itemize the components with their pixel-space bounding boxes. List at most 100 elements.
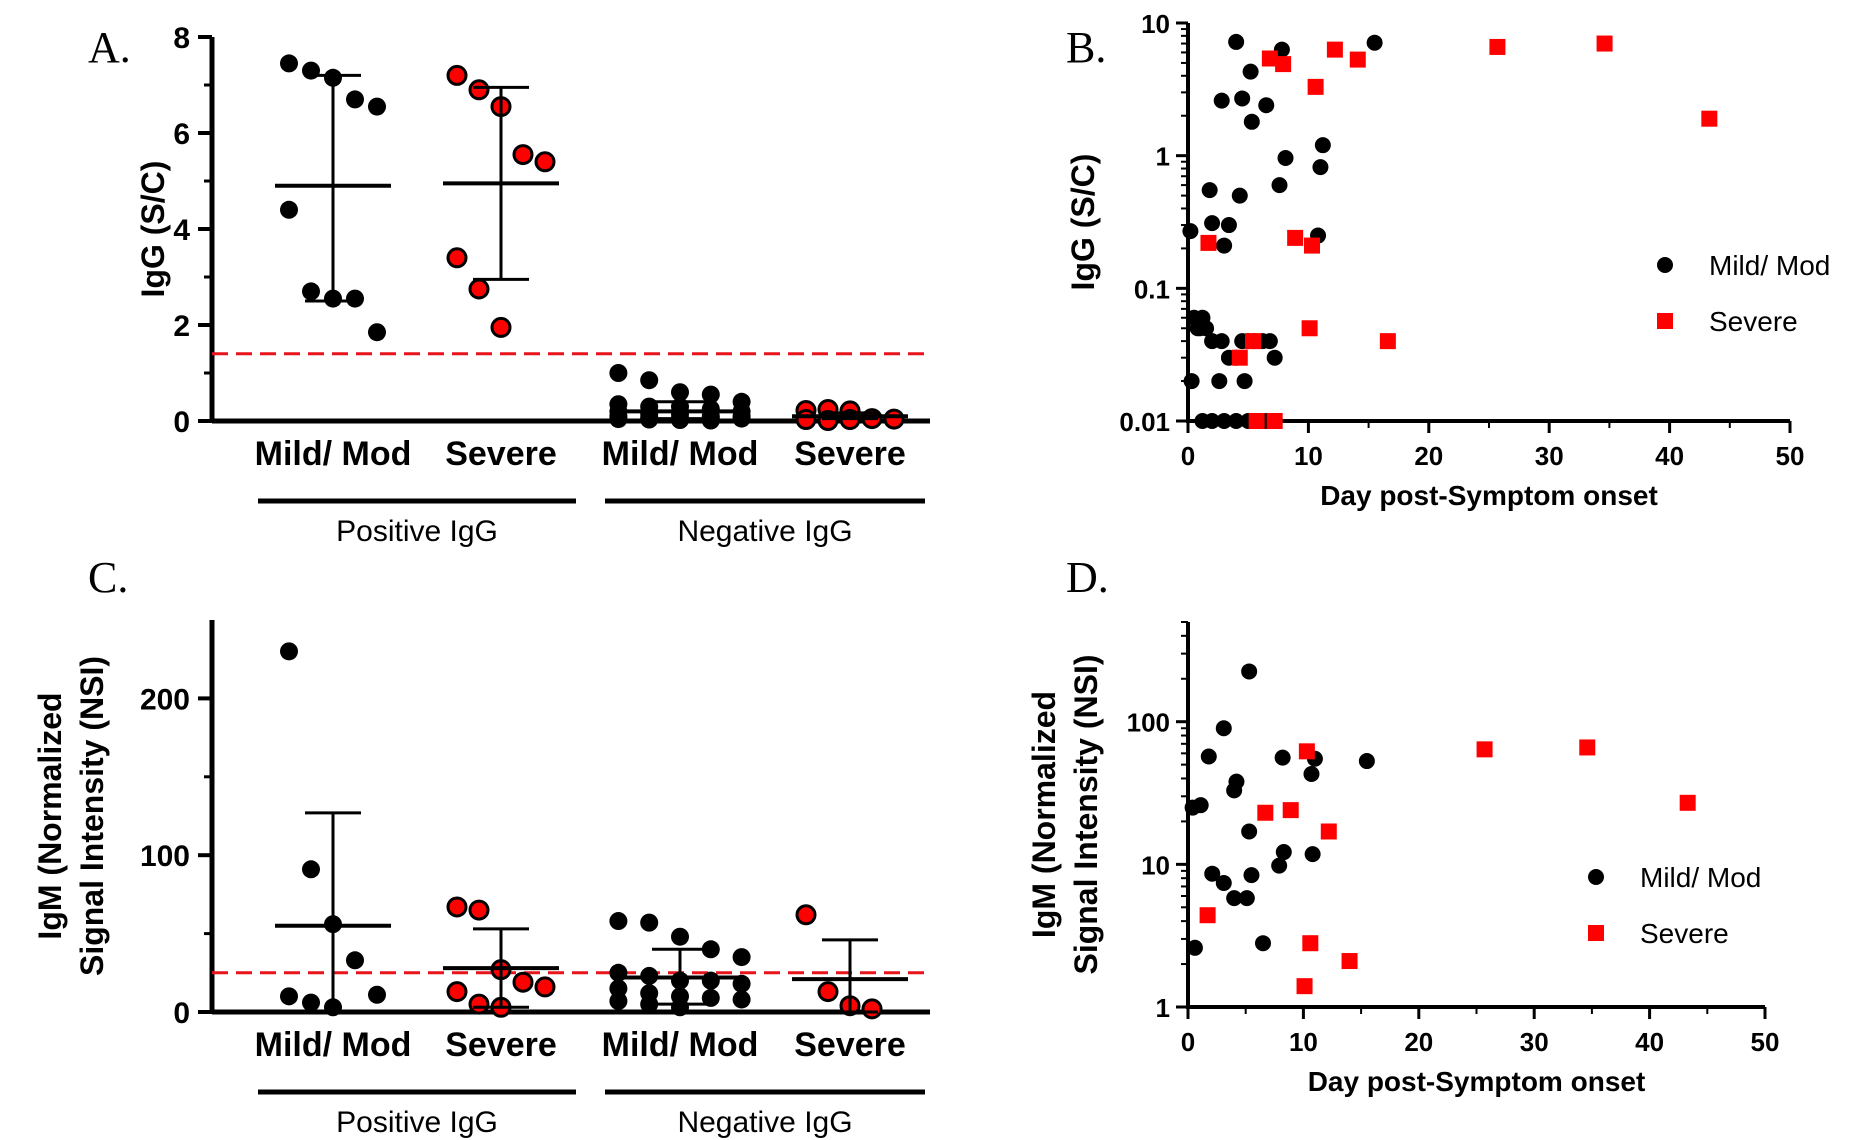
data-point-mild	[1243, 867, 1260, 884]
data-point-severe	[1307, 78, 1324, 95]
data-point	[302, 282, 320, 301]
panel-letter-a: A.	[88, 23, 131, 72]
data-point-severe	[1275, 56, 1292, 73]
y-tick-label: 4	[173, 214, 190, 247]
panel-letter-d: D.	[1066, 553, 1109, 602]
data-point-mild	[1271, 857, 1288, 874]
data-point	[732, 409, 751, 428]
data-point-severe	[1679, 794, 1696, 811]
data-point-mild	[1255, 935, 1272, 952]
data-point-severe	[1302, 935, 1319, 952]
y-axis-title: IgM (Normalized Signal Intensity (NSI)	[1026, 654, 1104, 974]
data-point	[280, 987, 298, 1006]
data-point-severe	[1341, 953, 1358, 970]
data-point-severe	[1200, 234, 1217, 251]
data-point	[534, 976, 556, 998]
data-point-mild	[1304, 846, 1321, 863]
data-point-severe	[1476, 741, 1493, 758]
panel-a-chart: 0 2 4 6 8 IgG (S/C) Mild/ Mod Severe Mild/ Mod Se…	[135, 22, 930, 548]
data-point-mild	[1277, 150, 1294, 167]
group-label: Negative IgG	[677, 1106, 852, 1139]
data-point	[640, 371, 659, 390]
x-tick-label: 0	[1181, 1027, 1195, 1057]
data-point-mild	[1226, 890, 1243, 907]
data-point	[346, 289, 364, 308]
data-point-mild	[1226, 782, 1243, 799]
x-tick-label: 40	[1655, 441, 1684, 471]
legend-marker-mild	[1657, 257, 1673, 273]
data-point-severe	[1596, 35, 1613, 52]
data-point-mild	[1303, 765, 1320, 782]
x-tick-label: 30	[1520, 1027, 1549, 1057]
group-label: Positive IgG	[336, 515, 498, 548]
x-tick-label: 30	[1535, 441, 1564, 471]
data-point	[701, 385, 720, 404]
data-point-mild	[1204, 215, 1221, 232]
data-point-mild	[1274, 749, 1291, 766]
data-point-mild	[1216, 237, 1233, 254]
data-point	[817, 981, 839, 1003]
data-point	[346, 951, 364, 970]
x-tick-label: 20	[1404, 1027, 1433, 1057]
y-axis-title: IgG (S/C)	[1065, 154, 1101, 291]
data-point	[512, 971, 534, 993]
data-point	[512, 144, 534, 166]
y-axis-title-line: Signal Intensity (NSI)	[74, 656, 110, 976]
legend-marker-mild	[1588, 869, 1604, 885]
x-axis-title: Day post-Symptom onset	[1320, 480, 1658, 511]
data-point-severe	[1701, 110, 1718, 127]
data-point-mild	[1258, 97, 1275, 114]
data-point-mild	[1312, 159, 1329, 176]
data-point-severe	[1231, 349, 1248, 366]
panel-d-chart: 1 10 100 0 10 20 30 40 50 Day post-Symptom onset I…	[1026, 621, 1780, 1097]
x-tick-label: 20	[1414, 441, 1443, 471]
data-point-severe	[1257, 804, 1274, 821]
x-tick-label: 50	[1751, 1027, 1780, 1057]
y-tick-label: 2	[173, 310, 190, 343]
data-point	[368, 97, 386, 116]
data-point	[468, 993, 490, 1015]
data-point-mild	[1242, 63, 1259, 80]
data-point-mild	[1243, 113, 1260, 130]
data-point	[368, 323, 386, 342]
data-point	[701, 971, 720, 990]
data-point	[302, 860, 320, 879]
y-axis-title: IgM (Normalized Signal Intensity (NSI)	[32, 656, 110, 976]
data-point-mild	[1211, 373, 1228, 390]
data-point	[701, 988, 720, 1007]
data-point	[609, 992, 628, 1011]
data-point-severe	[1349, 51, 1366, 68]
data-point-mild	[1234, 90, 1251, 107]
data-point-mild	[1228, 413, 1245, 429]
data-point	[280, 54, 298, 73]
data-point	[795, 904, 817, 926]
data-point-mild	[1182, 223, 1199, 240]
legend-label: Severe	[1640, 918, 1729, 949]
y-tick-label: 8	[173, 22, 190, 55]
data-point-mild	[1241, 823, 1258, 840]
data-point	[468, 79, 490, 101]
data-point	[446, 64, 468, 86]
data-point	[609, 979, 628, 998]
category-label: Severe	[794, 1026, 906, 1064]
data-point-mild	[1231, 187, 1248, 204]
data-point	[795, 409, 817, 431]
data-point-mild	[1266, 349, 1283, 366]
data-point	[883, 408, 905, 430]
data-point-severe	[1298, 743, 1315, 760]
data-point	[609, 410, 628, 429]
data-point	[280, 642, 298, 661]
category-label: Mild/ Mod	[602, 1026, 759, 1064]
category-label: Mild/ Mod	[255, 1026, 412, 1064]
data-point	[446, 981, 468, 1003]
data-point-mild	[1228, 33, 1245, 50]
y-tick-label: 100	[140, 840, 190, 873]
data-point-severe	[1326, 41, 1343, 58]
y-tick-label: 10	[1141, 850, 1170, 880]
data-point	[302, 993, 320, 1012]
data-point-mild	[1241, 663, 1258, 680]
data-point	[671, 927, 689, 946]
y-tick-label: 0.1	[1134, 274, 1170, 304]
category-label: Severe	[445, 435, 557, 473]
